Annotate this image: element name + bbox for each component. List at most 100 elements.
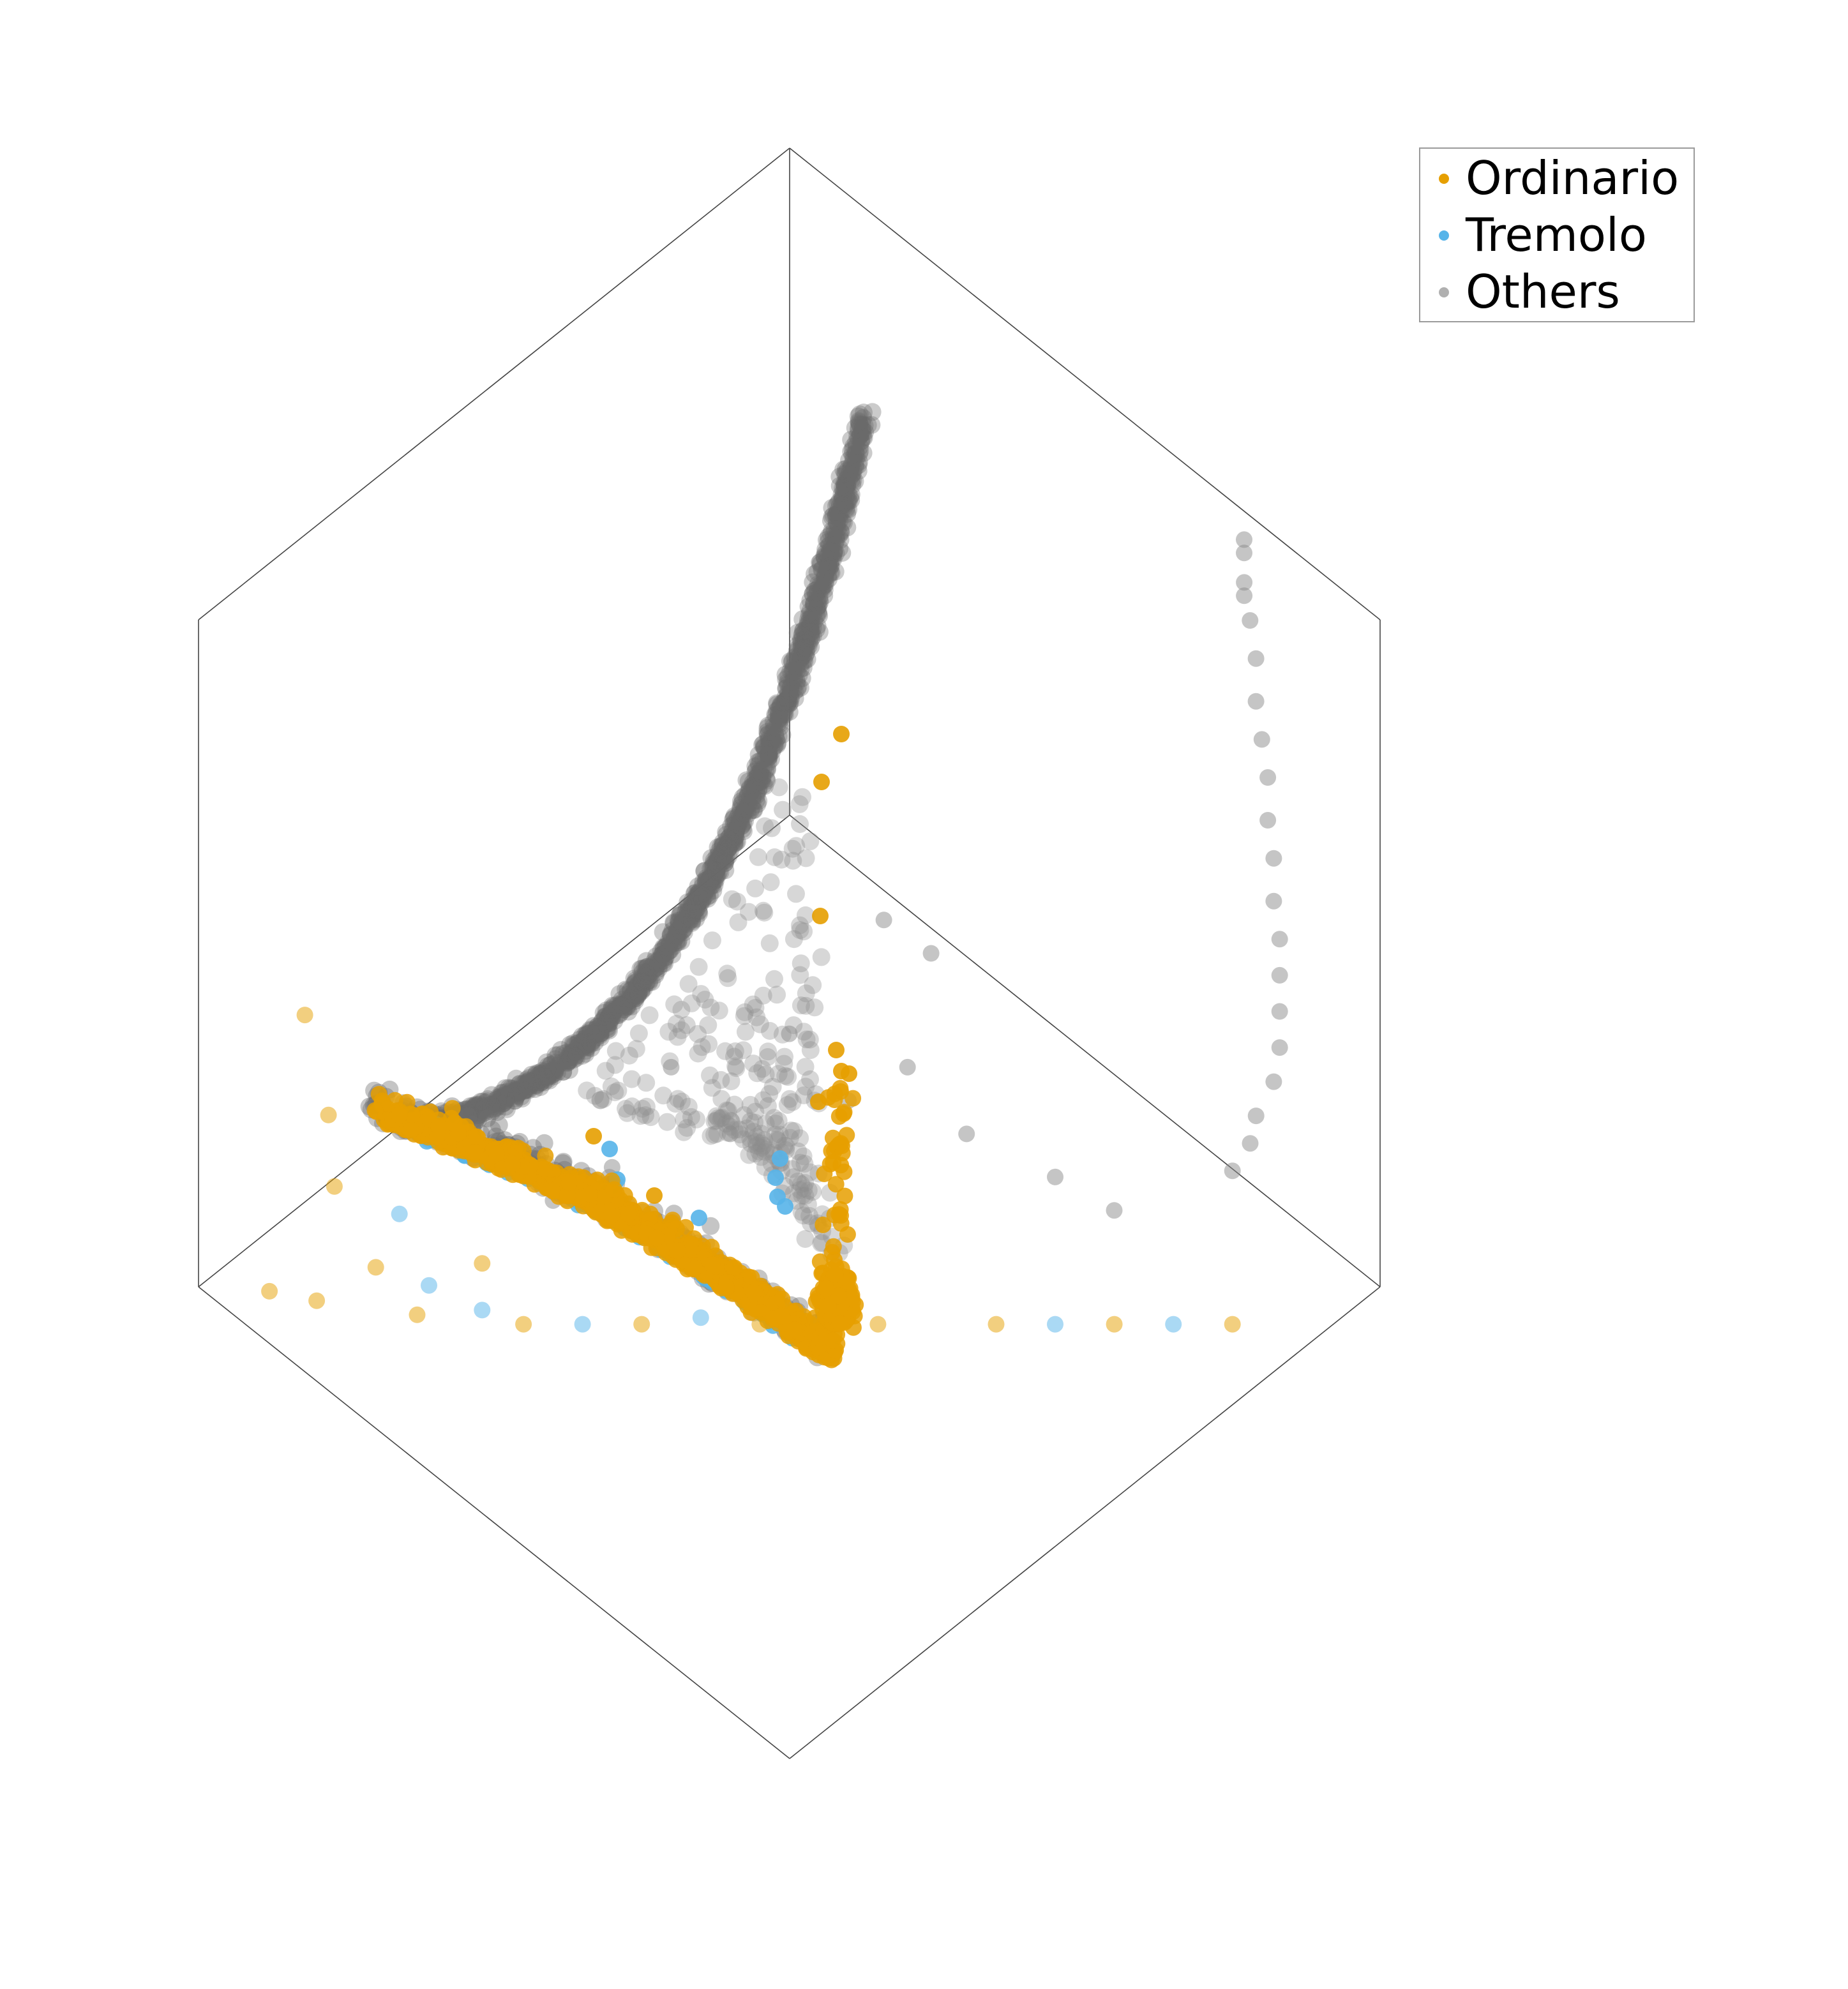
others-point <box>622 997 641 1016</box>
others-point <box>832 485 851 504</box>
others-point <box>632 973 650 991</box>
others-point <box>834 479 852 497</box>
others-point <box>513 1090 531 1108</box>
others-point <box>582 1039 601 1057</box>
others-point <box>726 833 745 852</box>
others-point <box>797 640 816 658</box>
ordinario-point <box>646 1187 663 1204</box>
others-point <box>850 445 868 463</box>
others-point <box>838 476 857 493</box>
others-point <box>754 901 772 920</box>
others-point <box>799 597 818 616</box>
others-point <box>815 587 834 605</box>
others-point <box>795 622 814 641</box>
tremolo-data-point <box>1047 1316 1063 1333</box>
others-point <box>823 522 841 540</box>
tremolo-point <box>691 1210 707 1226</box>
others-point <box>636 975 655 993</box>
others-point <box>622 987 641 1006</box>
others-point <box>483 1095 502 1114</box>
others-point <box>850 453 868 471</box>
others-point <box>610 1005 628 1024</box>
others-point <box>702 871 721 889</box>
others-point <box>836 476 854 495</box>
others-point <box>687 910 705 928</box>
others-point <box>707 862 726 881</box>
others-point <box>717 849 735 867</box>
others-point <box>760 934 779 952</box>
others-point <box>776 693 794 711</box>
others-point <box>670 924 689 942</box>
others-point <box>723 832 741 851</box>
others-point <box>744 773 762 792</box>
others-point <box>719 838 738 857</box>
others-point <box>781 652 799 670</box>
others-point <box>461 1097 479 1116</box>
others-point <box>760 731 778 749</box>
others-point <box>591 1025 610 1043</box>
others-point <box>734 814 753 833</box>
ordinario-point <box>648 1229 665 1247</box>
others-point <box>725 834 744 852</box>
others-point <box>672 932 691 950</box>
others-point <box>795 638 814 656</box>
others-point <box>704 860 723 879</box>
others-point <box>534 1069 552 1087</box>
others-point <box>742 801 760 820</box>
others-point <box>490 1089 508 1107</box>
others-point <box>747 774 765 793</box>
others-point <box>615 996 633 1014</box>
others-point <box>838 462 857 480</box>
others-point <box>592 1020 611 1039</box>
others-point <box>736 802 755 820</box>
others-point <box>805 582 823 600</box>
others-point <box>816 564 834 583</box>
others-point <box>767 706 785 724</box>
others-point <box>724 830 742 848</box>
others-point <box>506 1084 525 1102</box>
others-point <box>629 977 647 995</box>
others-point <box>669 1090 687 1108</box>
others-point <box>463 1100 481 1118</box>
others-point <box>668 922 686 941</box>
others-point <box>827 507 845 525</box>
others-point <box>520 1072 538 1090</box>
others-point <box>661 935 679 954</box>
others-point <box>800 633 819 651</box>
others-point <box>837 487 855 506</box>
others-point <box>816 550 834 568</box>
others-point <box>830 467 849 486</box>
others-point <box>829 514 847 533</box>
others-point <box>747 791 765 809</box>
others-point <box>536 1067 554 1085</box>
others-data-point <box>1247 650 1265 667</box>
others-point <box>617 994 636 1012</box>
others-point <box>527 1066 545 1085</box>
tremolo-data-point <box>574 1316 591 1333</box>
others-point <box>679 901 698 920</box>
others-point <box>486 1095 504 1114</box>
others-point <box>696 873 715 891</box>
others-point <box>822 511 840 530</box>
others-point <box>765 717 783 735</box>
others-point <box>617 980 635 999</box>
others-point <box>761 734 779 753</box>
others-point <box>677 909 695 927</box>
others-point <box>687 900 705 919</box>
others-point <box>464 1100 483 1118</box>
others-point <box>544 1061 562 1079</box>
others-point <box>774 705 793 724</box>
others-data-point <box>1271 1039 1288 1056</box>
others-point <box>578 1025 596 1044</box>
others-point <box>760 748 778 767</box>
tremolo-data-point <box>421 1277 437 1294</box>
others-point <box>728 808 747 826</box>
others-point <box>569 1037 587 1056</box>
others-point <box>689 901 708 920</box>
others-point <box>669 912 687 930</box>
cube-frame <box>198 147 1381 1759</box>
others-point <box>654 923 672 942</box>
others-point <box>855 428 873 447</box>
others-point <box>650 959 668 978</box>
others-point <box>633 973 651 991</box>
